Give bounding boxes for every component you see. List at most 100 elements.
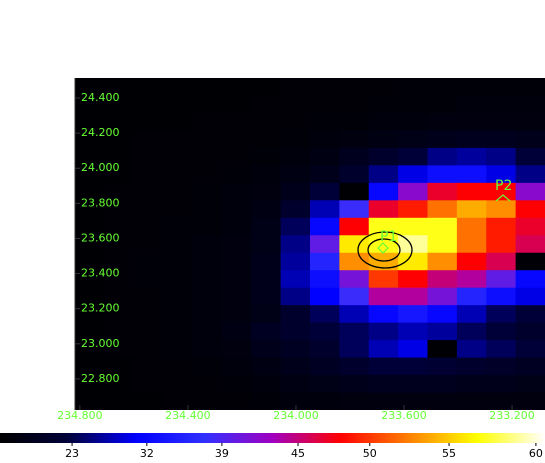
cell [251, 147, 282, 166]
cell [456, 112, 487, 131]
cell [515, 375, 545, 394]
cell [339, 165, 370, 184]
cell [251, 392, 282, 410]
cell [339, 252, 370, 271]
cell [310, 322, 340, 341]
cell [163, 252, 193, 271]
cell [398, 95, 428, 114]
cell [75, 270, 105, 289]
cell [280, 165, 311, 184]
heatmap [75, 78, 545, 410]
cell [163, 200, 193, 219]
cell [163, 78, 193, 96]
cell [427, 375, 458, 394]
cell [104, 322, 135, 341]
cell [251, 165, 282, 184]
cell [368, 182, 399, 201]
cell [398, 340, 428, 359]
cell [398, 252, 428, 271]
cell [456, 165, 487, 184]
cell [339, 95, 370, 114]
cell [192, 357, 223, 376]
cell [486, 305, 517, 324]
cell [104, 95, 135, 114]
cell [104, 112, 135, 131]
cell [310, 375, 340, 394]
cell [133, 200, 164, 219]
cell [486, 340, 517, 359]
colorbar-tick-label: 32 [140, 447, 154, 460]
cell [75, 147, 105, 166]
cell [515, 235, 545, 254]
cell [221, 235, 252, 254]
cell [310, 165, 340, 184]
cell [427, 165, 458, 184]
cell [251, 322, 282, 341]
cell [339, 375, 370, 394]
cell [368, 95, 399, 114]
cell [163, 235, 193, 254]
cell [456, 340, 487, 359]
cell [251, 375, 282, 394]
cell [339, 147, 370, 166]
cell [221, 200, 252, 219]
cell [368, 217, 399, 236]
y-tick-label: 23.800 [81, 196, 120, 209]
cell [456, 252, 487, 271]
cell [192, 147, 223, 166]
cell [339, 78, 370, 96]
cell [221, 270, 252, 289]
cell [75, 130, 105, 149]
cell [398, 287, 428, 306]
cell [280, 147, 311, 166]
cell [339, 340, 370, 359]
cell [456, 235, 487, 254]
cell [251, 357, 282, 376]
cell [104, 217, 135, 236]
cell [75, 375, 105, 394]
cell [427, 235, 458, 254]
cell [75, 95, 105, 114]
cell [398, 200, 428, 219]
cell [280, 340, 311, 359]
cell [368, 375, 399, 394]
cell [515, 392, 545, 410]
cell [515, 252, 545, 271]
cell [368, 392, 399, 410]
cell [486, 112, 517, 131]
cell [280, 112, 311, 131]
cell [310, 305, 340, 324]
cell [133, 165, 164, 184]
cell [368, 112, 399, 131]
cell [75, 235, 105, 254]
cell [398, 217, 428, 236]
colorbar-tick-label: 55 [442, 447, 456, 460]
cell [280, 357, 311, 376]
cell [251, 270, 282, 289]
x-tick-label: 233.200 [489, 409, 535, 422]
cell [486, 322, 517, 341]
cell [310, 357, 340, 376]
cell [104, 252, 135, 271]
cell [398, 375, 428, 394]
cell [75, 287, 105, 306]
cell [427, 78, 458, 96]
colorbar-tick-label: 50 [363, 447, 377, 460]
cell [368, 165, 399, 184]
y-tick-label: 24.200 [81, 126, 120, 139]
cell [280, 270, 311, 289]
cell [368, 287, 399, 306]
cell [280, 182, 311, 201]
cell [75, 200, 105, 219]
cell [368, 147, 399, 166]
cell [75, 217, 105, 236]
cell [398, 147, 428, 166]
cell [251, 112, 282, 131]
cell [104, 78, 135, 96]
colorbar-tick-label: 60 [529, 447, 543, 460]
cell [280, 130, 311, 149]
cell [310, 217, 340, 236]
cell [75, 252, 105, 271]
cell [280, 78, 311, 96]
